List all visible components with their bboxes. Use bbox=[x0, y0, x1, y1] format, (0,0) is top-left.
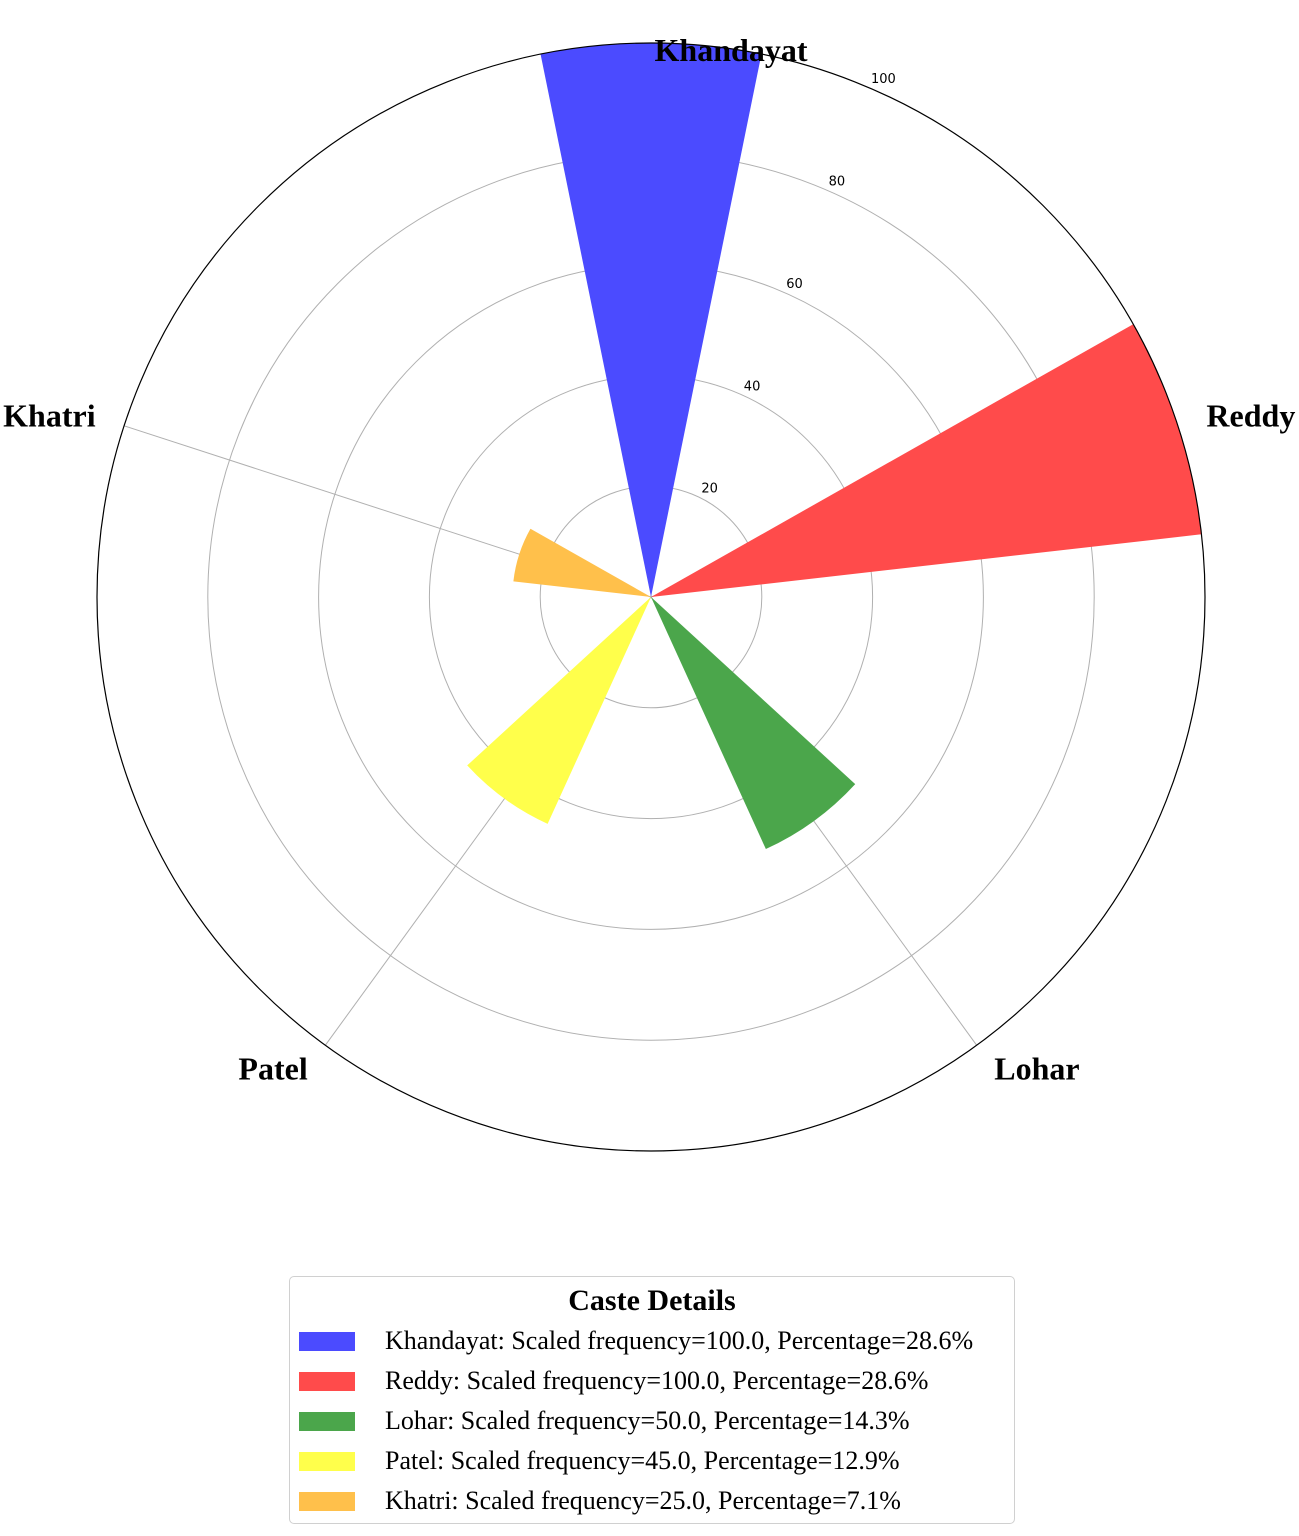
legend-title: Caste Details bbox=[568, 1284, 736, 1317]
bar-layer bbox=[467, 42, 1202, 850]
category-label-patel: Patel bbox=[238, 1050, 307, 1086]
legend-item-patel: Patel: Scaled frequency=45.0, Percentage… bbox=[290, 1441, 1014, 1481]
legend-swatch-patel bbox=[299, 1451, 355, 1471]
r-tick-label-80: 80 bbox=[829, 175, 846, 190]
legend-swatch-reddy bbox=[299, 1371, 355, 1391]
legend-swatch-khandayat bbox=[299, 1331, 355, 1351]
legend-swatch-khatri bbox=[299, 1491, 355, 1511]
bar-khandayat bbox=[540, 42, 762, 597]
bar-patel bbox=[467, 597, 651, 824]
legend-text-khandayat: Khandayat: Scaled frequency=100.0, Perce… bbox=[385, 1326, 974, 1355]
category-label-lohar: Lohar bbox=[994, 1050, 1079, 1086]
legend-item-reddy: Reddy: Scaled frequency=100.0, Percentag… bbox=[290, 1361, 1014, 1401]
outer-ring bbox=[96, 42, 1206, 1152]
legend-item-khatri: Khatri: Scaled frequency=25.0, Percentag… bbox=[290, 1481, 1014, 1521]
category-label-reddy: Reddy bbox=[1206, 398, 1295, 434]
legend-text-reddy: Reddy: Scaled frequency=100.0, Percentag… bbox=[385, 1366, 929, 1395]
r-tick-label-40: 40 bbox=[744, 379, 761, 394]
polar-bar-chart: 20 40 60 80 100 Khandayat Reddy Lohar Patel Khatr… bbox=[3, 32, 1295, 1152]
category-label-khandayat: Khandayat bbox=[655, 32, 808, 68]
legend-text-patel: Patel: Scaled frequency=45.0, Percentage… bbox=[385, 1446, 900, 1475]
r-tick-label-20: 20 bbox=[701, 482, 718, 497]
legend-item-khandayat: Khandayat: Scaled frequency=100.0, Perce… bbox=[290, 1321, 1014, 1361]
legend-item-lohar: Lohar: Scaled frequency=50.0, Percentage… bbox=[290, 1401, 1014, 1441]
r-tick-label-100: 100 bbox=[871, 72, 896, 87]
bar-lohar bbox=[651, 597, 856, 850]
bar-reddy bbox=[651, 324, 1202, 597]
r-tick-label-60: 60 bbox=[786, 277, 803, 292]
legend-text-khatri: Khatri: Scaled frequency=25.0, Percentag… bbox=[385, 1486, 901, 1515]
legend-text-lohar: Lohar: Scaled frequency=50.0, Percentage… bbox=[385, 1406, 910, 1435]
bar-khatri bbox=[513, 528, 651, 597]
legend-swatch-lohar bbox=[299, 1411, 355, 1431]
label-layer: 20 40 60 80 100 Khandayat Reddy Lohar Patel Khatr… bbox=[3, 32, 1295, 1086]
legend: Caste Details Khandayat: Scaled frequenc… bbox=[289, 1276, 1015, 1524]
category-label-khatri: Khatri bbox=[3, 398, 96, 434]
